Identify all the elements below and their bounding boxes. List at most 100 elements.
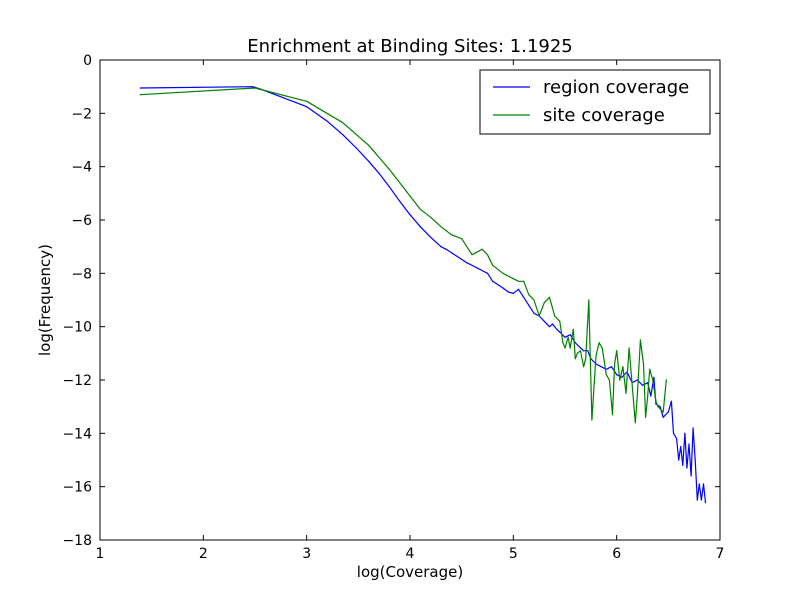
data-point-site-coverage (605, 374, 607, 376)
data-point-site-coverage (639, 339, 642, 341)
data-point-site-coverage (579, 350, 582, 352)
data-point-site-coverage (517, 280, 520, 282)
data-point-site-coverage (538, 315, 540, 317)
y-tick-label: −8 (71, 266, 92, 282)
chart-title: Enrichment at Binding Sites: 1.1925 (247, 36, 573, 57)
data-point-region-coverage (502, 287, 504, 289)
data-point-region-coverage (662, 416, 664, 418)
data-point-site-coverage (471, 254, 473, 256)
data-point-site-coverage (564, 347, 566, 349)
data-point-site-coverage (608, 379, 611, 381)
data-point-region-coverage (486, 272, 489, 274)
data-point-region-coverage (682, 464, 684, 466)
series-line-site-coverage (140, 87, 667, 424)
data-point-site-coverage (628, 347, 630, 349)
data-point-region-coverage (672, 432, 675, 434)
data-point-site-coverage (647, 395, 649, 397)
data-point-site-coverage (567, 336, 569, 338)
data-point-region-coverage (653, 376, 655, 378)
data-point-site-coverage (645, 416, 647, 418)
data-point-region-coverage (670, 400, 673, 402)
data-point-site-coverage (306, 100, 308, 102)
data-point-region-coverage (512, 292, 514, 294)
data-point-site-coverage (523, 280, 525, 282)
y-tick-label: −4 (71, 160, 92, 176)
data-point-region-coverage (556, 328, 558, 330)
data-point-region-coverage (650, 395, 652, 397)
data-point-region-coverage (368, 160, 370, 162)
data-point-site-coverage (636, 395, 638, 397)
x-tick-label: 7 (716, 546, 725, 562)
data-point-site-coverage (368, 144, 370, 146)
data-point-region-coverage (548, 326, 551, 328)
data-point-region-coverage (355, 147, 357, 149)
data-point-site-coverage (562, 342, 564, 344)
data-point-site-coverage (409, 195, 411, 197)
data-point-region-coverage (564, 336, 566, 338)
data-point-site-coverage (533, 299, 535, 301)
data-point-region-coverage (399, 200, 401, 202)
data-point-region-coverage (455, 255, 458, 257)
series-region-coverage (139, 86, 707, 504)
data-point-region-coverage (621, 376, 623, 378)
data-point-region-coverage (579, 347, 582, 349)
data-point-site-coverage (634, 422, 636, 424)
data-point-region-coverage (686, 467, 688, 469)
data-point-site-coverage (543, 302, 545, 304)
data-point-site-coverage (585, 358, 587, 360)
data-point-region-coverage (342, 134, 344, 136)
data-point-region-coverage (667, 411, 669, 413)
data-point-site-coverage (665, 379, 667, 381)
data-point-region-coverage (388, 186, 390, 188)
y-tick-label: −2 (71, 106, 92, 122)
axes: 1 2 3 4 5 6 7 0 −2 −4 −6 −8 −10 −12 −14 −16 −18 (62, 53, 724, 562)
data-point-site-coverage (625, 392, 627, 394)
data-point-site-coverage (492, 264, 494, 266)
data-point-region-coverage (600, 366, 602, 368)
data-point-site-coverage (576, 352, 579, 354)
data-point-site-coverage (430, 216, 432, 218)
data-point-site-coverage (616, 350, 618, 352)
data-point-site-coverage (583, 366, 585, 368)
legend-box (479, 69, 711, 135)
x-tick-label: 6 (612, 546, 621, 562)
data-point-site-coverage (598, 342, 600, 344)
data-point-region-coverage (641, 384, 644, 386)
data-point-site-coverage (419, 208, 421, 210)
data-point-region-coverage (419, 226, 421, 228)
data-point-site-coverage (559, 320, 561, 322)
data-point-region-coverage (700, 499, 703, 501)
data-point-site-coverage (588, 299, 590, 301)
data-point-region-coverage (306, 106, 308, 108)
data-point-region-coverage (378, 172, 380, 174)
y-tick-label: −6 (71, 213, 92, 229)
x-tick-label: 4 (406, 546, 415, 562)
data-point-region-coverage (440, 246, 442, 248)
x-axis-label: log(Coverage) (357, 563, 463, 581)
plot-area (139, 86, 707, 504)
data-point-site-coverage (655, 400, 657, 402)
data-point-site-coverage (139, 94, 141, 96)
legend-label-site-coverage: site coverage (543, 105, 665, 126)
data-point-site-coverage (619, 379, 621, 381)
data-point-region-coverage (616, 374, 618, 376)
data-point-region-coverage (684, 432, 686, 434)
y-tick-label: −14 (62, 426, 92, 442)
data-point-site-coverage (601, 347, 603, 349)
data-point-site-coverage (548, 296, 551, 298)
data-point-site-coverage (622, 366, 624, 368)
data-point-region-coverage (326, 120, 328, 122)
data-point-region-coverage (476, 267, 478, 269)
data-point-region-coverage (430, 236, 432, 238)
data-point-site-coverage (657, 406, 659, 408)
data-point-region-coverage (696, 499, 698, 501)
legend-label-region-coverage: region coverage (543, 77, 689, 98)
data-point-region-coverage (574, 342, 576, 344)
data-point-site-coverage (652, 379, 654, 381)
data-point-site-coverage (342, 122, 344, 124)
data-point-region-coverage (704, 502, 707, 504)
data-point-region-coverage (583, 350, 585, 352)
data-point-region-coverage (507, 291, 509, 293)
data-point-site-coverage (461, 238, 463, 240)
